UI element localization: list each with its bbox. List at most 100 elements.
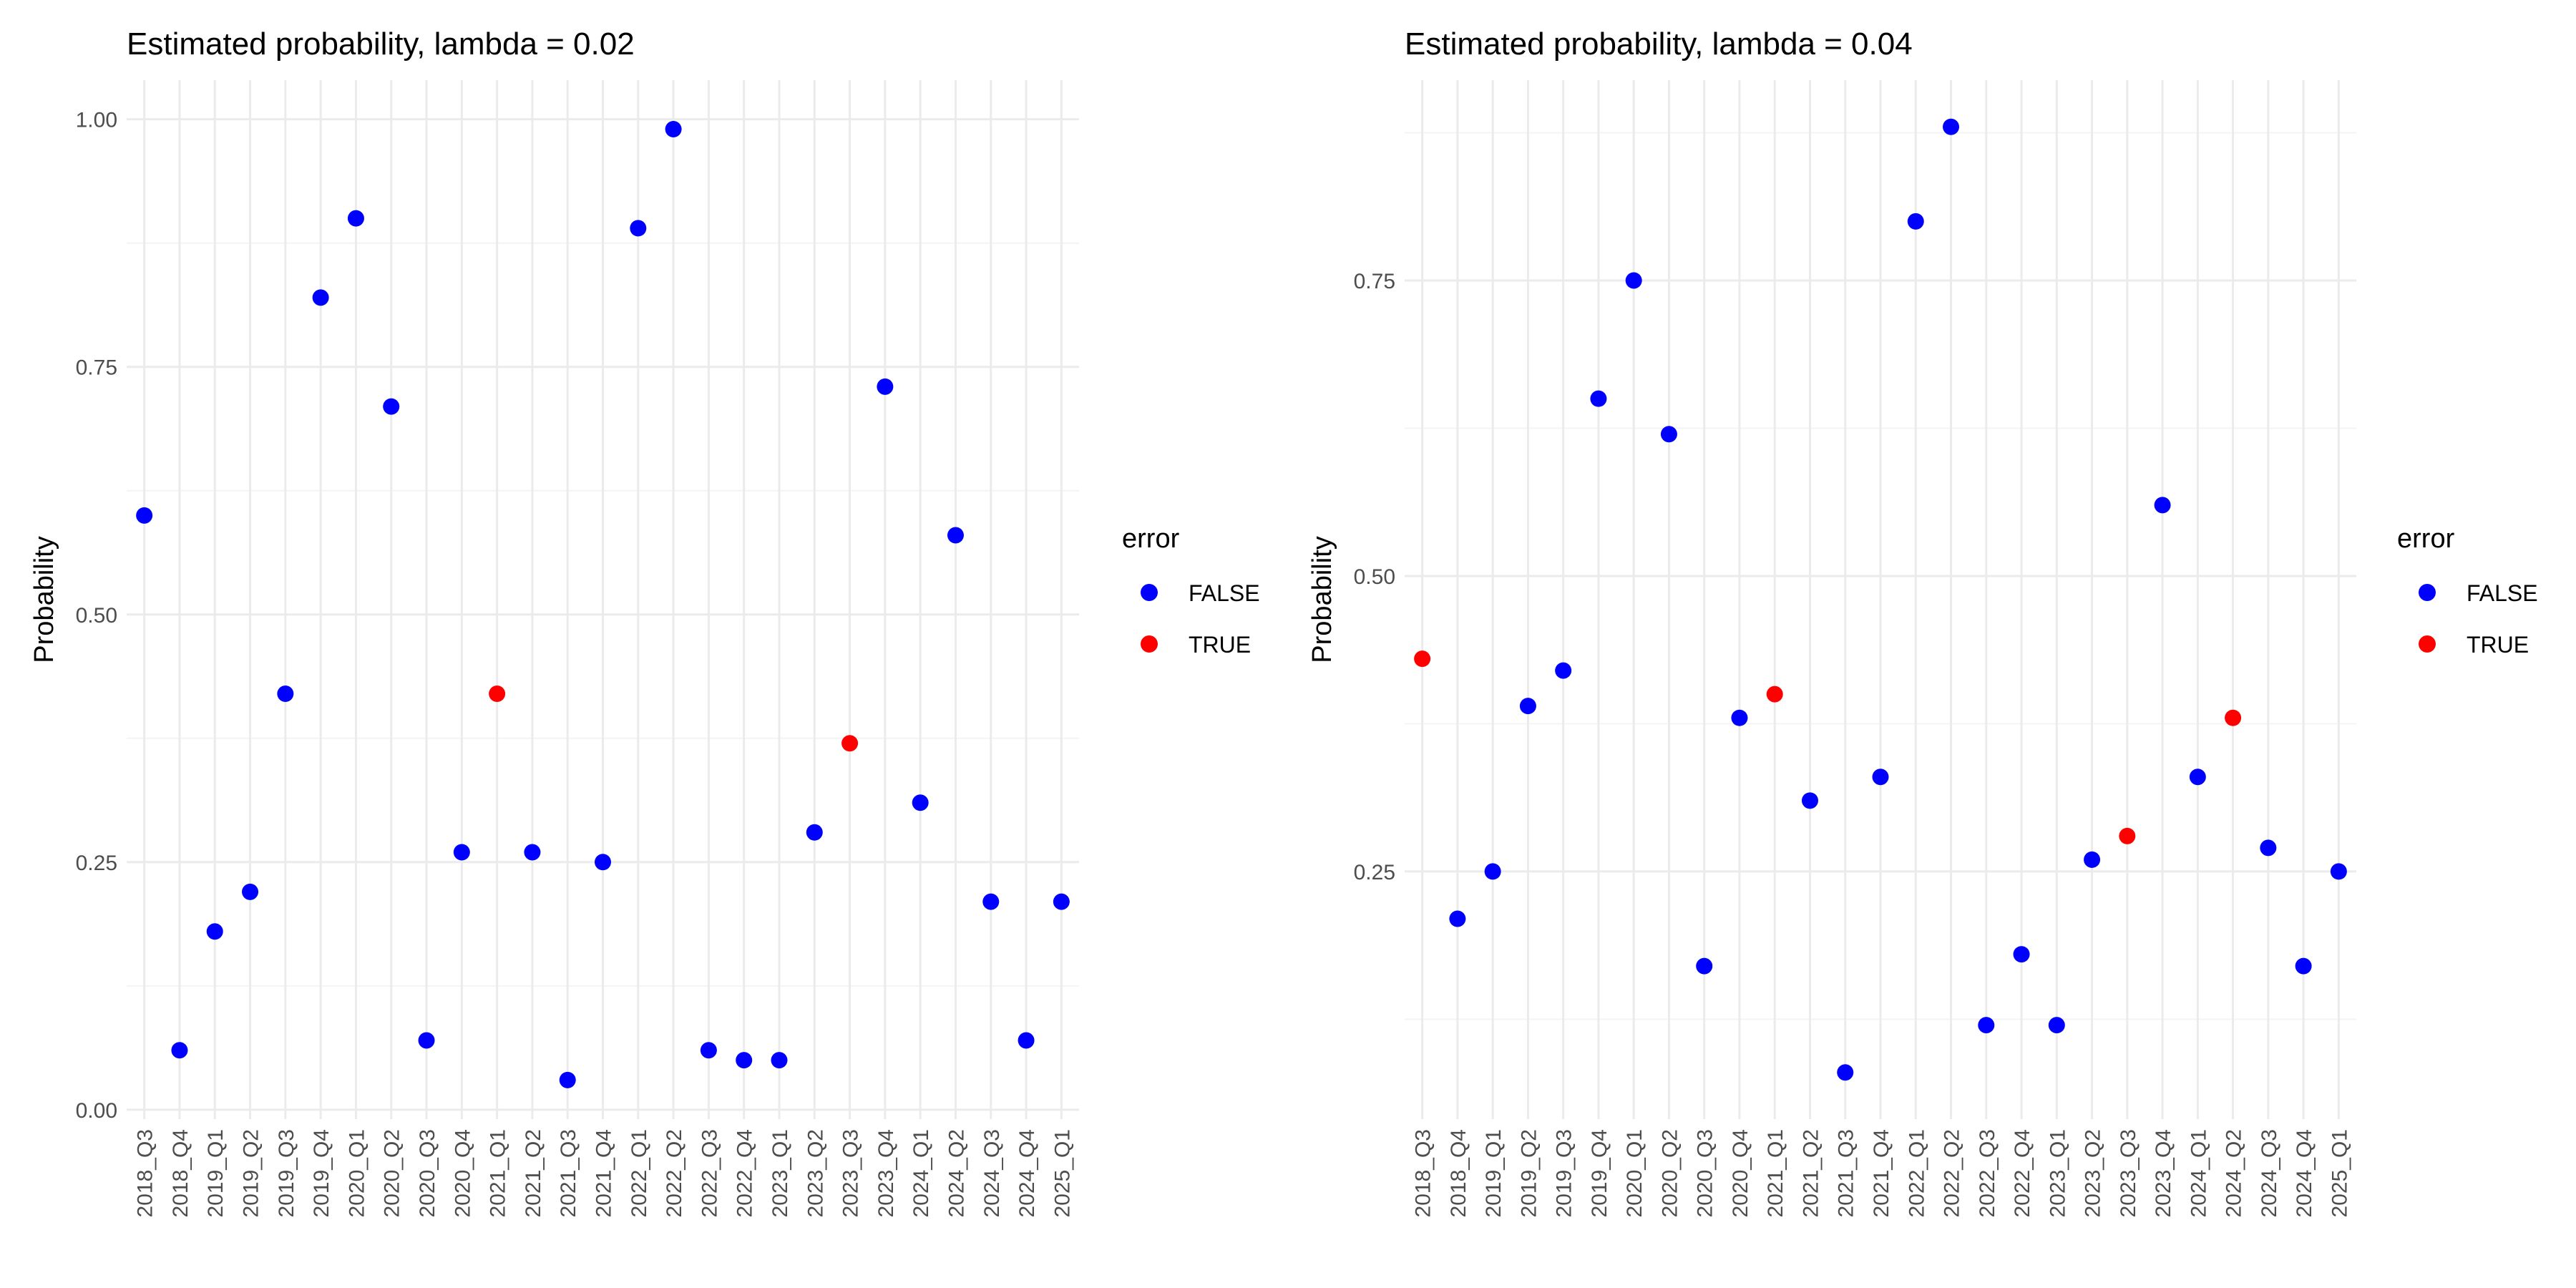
y-tick-label: 0.25 bbox=[1354, 861, 1395, 884]
x-tick-label: 2020_Q3 bbox=[416, 1129, 439, 1217]
data-point-error bbox=[489, 685, 506, 702]
x-tick-label: 2021_Q1 bbox=[487, 1129, 510, 1217]
data-point-error bbox=[841, 735, 859, 752]
chart-panel-lambda-004: Estimated probability, lambda = 0.04 Pro… bbox=[1307, 26, 2538, 1217]
x-tick-label: 2021_Q4 bbox=[1870, 1129, 1893, 1217]
x-tick-label: 2024_Q2 bbox=[2223, 1129, 2246, 1217]
x-tick-label: 2021_Q2 bbox=[522, 1129, 545, 1217]
y-tick-label: 0.50 bbox=[76, 604, 117, 628]
x-tick-label: 2022_Q1 bbox=[1905, 1129, 1928, 1217]
data-point bbox=[1449, 910, 1466, 927]
x-tick-label: 2022_Q4 bbox=[2011, 1129, 2034, 1217]
x-tick-label: 2022_Q2 bbox=[1941, 1129, 1964, 1217]
x-tick-label: 2019_Q4 bbox=[310, 1129, 333, 1217]
chart-title: Estimated probability, lambda = 0.02 bbox=[127, 26, 635, 62]
x-tick-label: 2023_Q3 bbox=[2117, 1129, 2140, 1217]
data-point bbox=[242, 883, 259, 900]
x-tick-label: 2021_Q1 bbox=[1764, 1129, 1787, 1217]
chart-title: Estimated probability, lambda = 0.04 bbox=[1405, 26, 1913, 62]
data-point bbox=[1801, 792, 1818, 809]
data-point-error bbox=[2225, 709, 2242, 726]
data-point bbox=[559, 1071, 576, 1088]
data-point bbox=[2013, 946, 2030, 963]
data-point-error bbox=[1414, 650, 1431, 668]
data-point bbox=[171, 1042, 188, 1059]
y-tick-label: 0.00 bbox=[76, 1099, 117, 1123]
x-tick-label: 2018_Q3 bbox=[134, 1129, 157, 1217]
x-tick-label: 2023_Q2 bbox=[2082, 1129, 2105, 1217]
x-tick-label: 2021_Q3 bbox=[557, 1129, 580, 1217]
y-tick-label: 0.50 bbox=[1354, 565, 1395, 589]
data-point-error bbox=[2119, 827, 2136, 844]
data-point bbox=[1555, 662, 1572, 679]
x-tick-label: 2022_Q2 bbox=[663, 1129, 686, 1217]
y-axis-label: Probability bbox=[29, 536, 59, 663]
data-point bbox=[1696, 957, 1713, 975]
x-tick-label: 2020_Q1 bbox=[345, 1129, 369, 1217]
data-point bbox=[453, 844, 470, 861]
data-point bbox=[1519, 698, 1536, 715]
y-tick-label: 0.75 bbox=[1354, 270, 1395, 293]
x-tick-label: 2019_Q2 bbox=[1517, 1129, 1541, 1217]
x-tick-label: 2019_Q2 bbox=[240, 1129, 263, 1217]
x-tick-label: 2020_Q1 bbox=[1623, 1129, 1646, 1217]
x-tick-label: 2019_Q3 bbox=[1553, 1129, 1576, 1217]
x-tick-label: 2021_Q2 bbox=[1799, 1129, 1823, 1217]
x-tick-label: 2022_Q1 bbox=[628, 1129, 651, 1217]
data-point bbox=[2330, 863, 2347, 880]
data-point bbox=[771, 1052, 788, 1069]
data-point bbox=[418, 1032, 435, 1049]
data-point bbox=[312, 289, 329, 306]
x-tick-label: 2022_Q4 bbox=[733, 1129, 757, 1217]
data-point bbox=[524, 844, 541, 861]
grid bbox=[1405, 80, 2356, 1119]
data-point bbox=[136, 507, 153, 524]
x-tick-label: 2020_Q4 bbox=[1729, 1129, 1752, 1217]
legend-label-false: FALSE bbox=[2467, 580, 2538, 606]
data-point bbox=[912, 794, 929, 811]
x-tick-label: 2023_Q1 bbox=[2046, 1129, 2069, 1217]
data-points bbox=[136, 121, 1070, 1088]
x-tick-label: 2023_Q2 bbox=[804, 1129, 827, 1217]
data-point bbox=[2084, 851, 2101, 868]
legend-title: error bbox=[1122, 524, 1180, 554]
legend-label-true: TRUE bbox=[2467, 632, 2529, 658]
data-point bbox=[700, 1042, 717, 1059]
data-point-error bbox=[1766, 686, 1783, 703]
data-point bbox=[1731, 709, 1748, 726]
data-points bbox=[1414, 118, 2347, 1081]
x-tick-label: 2019_Q3 bbox=[275, 1129, 298, 1217]
data-point bbox=[1872, 769, 1889, 786]
data-point bbox=[1943, 118, 1960, 135]
legend-marker-false bbox=[2419, 584, 2436, 601]
x-tick-label: 2024_Q4 bbox=[2293, 1129, 2316, 1217]
data-point bbox=[1660, 426, 1677, 443]
legend-marker-true bbox=[2419, 635, 2436, 653]
data-point bbox=[2154, 497, 2171, 514]
data-point bbox=[1590, 390, 1607, 407]
x-tick-label: 2019_Q1 bbox=[204, 1129, 228, 1217]
x-tick-label: 2020_Q2 bbox=[381, 1129, 404, 1217]
x-tick-label: 2020_Q3 bbox=[1694, 1129, 1717, 1217]
data-point bbox=[2295, 957, 2312, 975]
x-tick-label: 2024_Q4 bbox=[1015, 1129, 1039, 1217]
x-tick-label: 2020_Q2 bbox=[1658, 1129, 1682, 1217]
data-point bbox=[2189, 769, 2206, 786]
x-tick-label: 2019_Q1 bbox=[1482, 1129, 1506, 1217]
data-point bbox=[2048, 1017, 2065, 1034]
data-point bbox=[630, 220, 647, 237]
data-point bbox=[2260, 839, 2277, 857]
legend-label-true: TRUE bbox=[1189, 632, 1251, 658]
legend: error FALSE TRUE bbox=[1122, 524, 1260, 658]
chart-panel-lambda-002: Estimated probability, lambda = 0.02 Pro… bbox=[29, 26, 1260, 1217]
y-tick-label: 1.00 bbox=[76, 109, 117, 132]
legend-marker-false bbox=[1141, 584, 1158, 601]
data-point bbox=[206, 923, 223, 940]
x-tick-label: 2024_Q1 bbox=[909, 1129, 933, 1217]
legend-marker-true bbox=[1141, 635, 1158, 653]
x-tick-label: 2023_Q4 bbox=[2152, 1129, 2175, 1217]
y-axis-label: Probability bbox=[1307, 536, 1337, 663]
x-tick-label: 2023_Q1 bbox=[769, 1129, 792, 1217]
data-point bbox=[982, 893, 1000, 910]
